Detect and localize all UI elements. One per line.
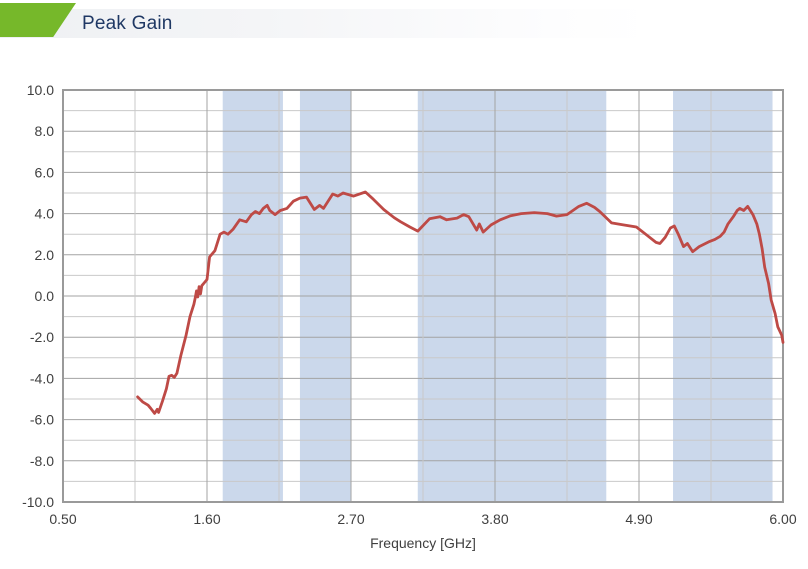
- x-tick-label: 3.80: [481, 511, 508, 527]
- x-tick-label: 4.90: [625, 511, 652, 527]
- page-title: Peak Gain: [82, 13, 173, 34]
- x-tick-label: 2.70: [337, 511, 364, 527]
- y-tick-label: -4.0: [30, 370, 54, 386]
- y-tick-label: 0.0: [35, 288, 55, 304]
- y-tick-label: 4.0: [35, 206, 55, 222]
- x-tick-label: 6.00: [769, 511, 796, 527]
- y-tick-label: -10.0: [22, 494, 54, 510]
- x-axis-title: Frequency [GHz]: [370, 535, 476, 551]
- y-tick-label: -8.0: [30, 453, 54, 469]
- plot-border: [62, 89, 784, 503]
- header-background-band: [0, 9, 650, 38]
- y-tick-label: 10.0: [27, 82, 54, 98]
- x-tick-label: 1.60: [193, 511, 220, 527]
- x-tick-label: 0.50: [49, 511, 76, 527]
- gain-curve: [136, 190, 785, 415]
- y-tick-label: 2.0: [35, 247, 55, 263]
- y-tick-label: 6.0: [35, 164, 55, 180]
- y-tick-label: -2.0: [30, 329, 54, 345]
- section-header: Peak Gain: [0, 0, 808, 46]
- y-tick-label: 8.0: [35, 123, 55, 139]
- y-tick-label: -6.0: [30, 412, 54, 428]
